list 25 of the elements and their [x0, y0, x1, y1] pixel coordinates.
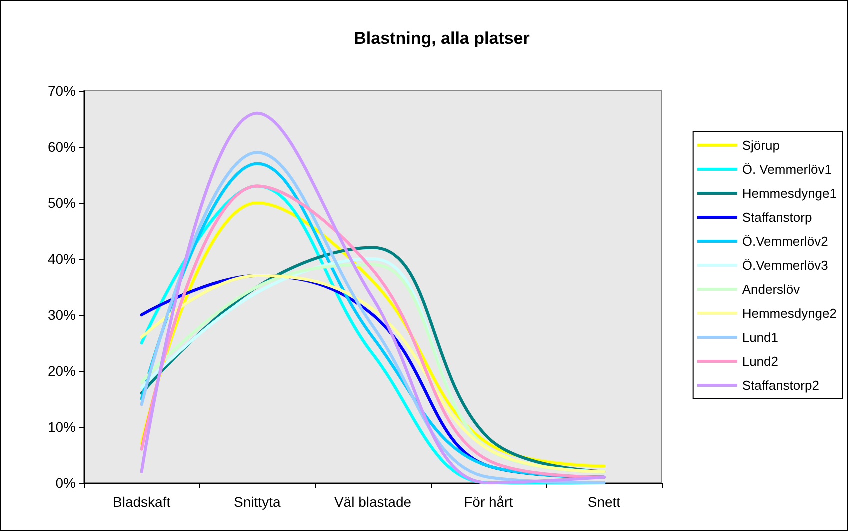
- legend-label: Ö.Vemmerlöv3: [742, 258, 828, 273]
- y-tick-label: 10%: [48, 419, 76, 435]
- legend-label: Staffanstorp2: [742, 378, 820, 393]
- legend-label: Lund2: [742, 354, 778, 369]
- legend-label: Ö.Vemmerlöv2: [742, 234, 828, 249]
- x-tick-label: Snett: [588, 494, 621, 510]
- y-tick-label: 30%: [48, 307, 76, 323]
- y-tick-label: 70%: [48, 83, 76, 99]
- y-tick-label: 0%: [56, 475, 76, 491]
- legend-label: Sjörup: [742, 138, 780, 153]
- x-tick-label: Snittyta: [234, 494, 281, 510]
- y-tick-label: 20%: [48, 363, 76, 379]
- legend-label: Staffanstorp: [742, 210, 812, 225]
- y-tick-label: 50%: [48, 195, 76, 211]
- x-tick-label: Väl blastade: [334, 494, 412, 510]
- legend-label: Hemmesdynge1: [742, 186, 837, 201]
- x-tick-label: Bladskaft: [113, 494, 171, 510]
- chart-title: Blastning, alla platser: [354, 29, 530, 48]
- legend-label: Lund1: [742, 330, 778, 345]
- legend-label: Ö. Vemmerlöv1: [742, 162, 832, 177]
- x-tick-label: För hårt: [464, 494, 514, 510]
- legend-label: Anderslöv: [742, 282, 801, 297]
- y-tick-label: 60%: [48, 139, 76, 155]
- legend-label: Hemmesdynge2: [742, 306, 837, 321]
- y-tick-label: 40%: [48, 251, 76, 267]
